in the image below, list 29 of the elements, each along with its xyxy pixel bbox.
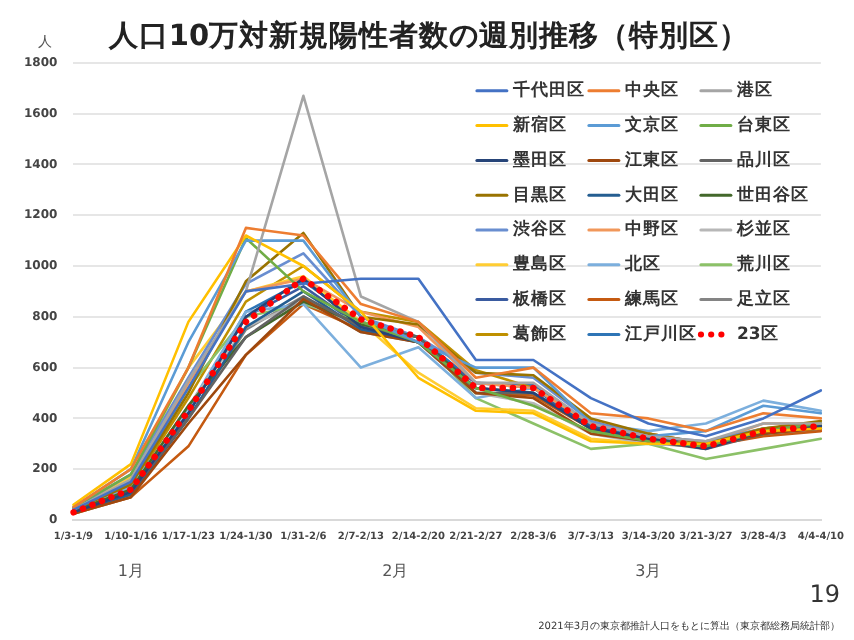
legend-label: 豊島区 [510,253,567,276]
legend-label: 足立区 [734,288,791,311]
legend-label: 杉並区 [734,218,791,241]
legend-label: 23区 [736,322,779,345]
legend-label: 千代田区 [510,79,585,102]
legend-label: 渋谷区 [510,218,567,241]
legend-label: 台東区 [736,114,791,137]
legend-label: 江東区 [622,148,679,171]
text: 3月 [635,562,662,581]
legend-label: 荒川区 [734,253,791,276]
legend-label: 品川区 [736,148,791,171]
text: 19 [809,580,840,609]
legend-label: 葛飾区 [510,322,567,345]
chart-title: 人口10万対新規陽性者数の週別推移（特別区） [106,16,750,53]
legend-label: 江戸川区 [622,322,697,345]
legend-label: 中野区 [624,218,679,241]
legend-label: 北区 [622,253,661,276]
legend-label: 大田区 [624,183,679,206]
legend-label: 墨田区 [510,148,567,171]
legend-label: 練馬区 [622,288,679,311]
text: 1月 [117,562,144,581]
legend-label: 目黒区 [512,183,567,206]
legend-label: 板橋区 [510,288,567,311]
legend-label: 世田谷区 [734,183,809,206]
legend-label: 中央区 [624,79,679,102]
legend-label: 港区 [734,79,773,102]
text: 2月 [382,562,409,581]
legend-label: 新宿区 [510,114,567,137]
legend-label: 文京区 [622,114,679,137]
